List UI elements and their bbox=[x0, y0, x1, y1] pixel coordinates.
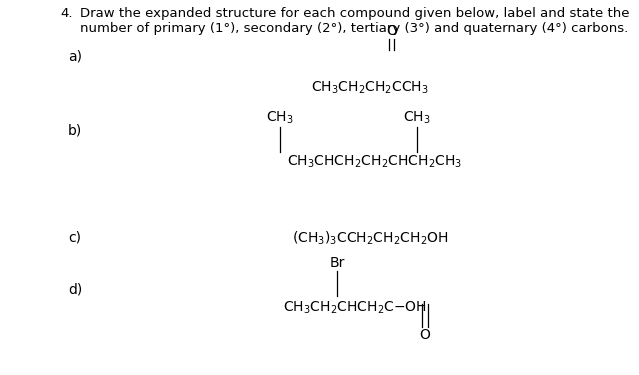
Text: O: O bbox=[420, 328, 431, 342]
Text: O: O bbox=[387, 24, 397, 38]
Text: Br: Br bbox=[329, 256, 344, 270]
Text: CH$_3$CH$_2$CHCH$_2$C$-$OH: CH$_3$CH$_2$CHCH$_2$C$-$OH bbox=[283, 300, 427, 316]
Text: CH$_3$: CH$_3$ bbox=[403, 110, 431, 126]
Text: (CH$_3$)$_3$CCH$_2$CH$_2$CH$_2$OH: (CH$_3$)$_3$CCH$_2$CH$_2$CH$_2$OH bbox=[292, 230, 449, 248]
Text: CH$_3$: CH$_3$ bbox=[266, 110, 294, 126]
Text: b): b) bbox=[68, 124, 82, 138]
Text: d): d) bbox=[68, 283, 82, 297]
Text: 4.: 4. bbox=[60, 7, 72, 20]
Text: a): a) bbox=[68, 50, 82, 64]
Text: CH$_3$CH$_2$CH$_2$CCH$_3$: CH$_3$CH$_2$CH$_2$CCH$_3$ bbox=[311, 80, 429, 96]
Text: CH$_3$CHCH$_2$CH$_2$CHCH$_2$CH$_3$: CH$_3$CHCH$_2$CH$_2$CHCH$_2$CH$_3$ bbox=[288, 154, 463, 170]
Text: Draw the expanded structure for each compound given below, label and state the
n: Draw the expanded structure for each com… bbox=[80, 7, 629, 35]
Text: c): c) bbox=[68, 230, 81, 244]
